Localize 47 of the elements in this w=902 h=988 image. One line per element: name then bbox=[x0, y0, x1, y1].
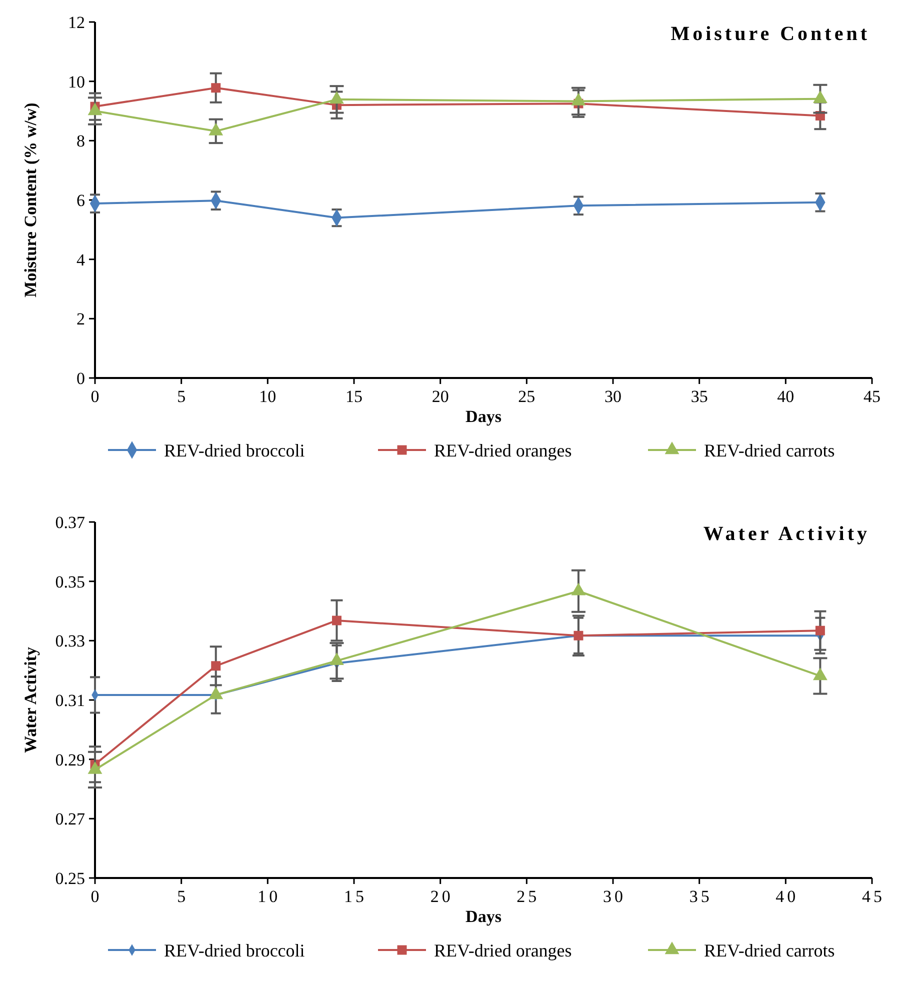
y-axis-title: Moisture Content (% w/w) bbox=[21, 102, 40, 298]
y-tick-label: 0.29 bbox=[55, 750, 85, 770]
legend-label: REV-dried carrots bbox=[704, 440, 835, 460]
chart-title: Moisture Content bbox=[670, 23, 870, 45]
legend-label: REV-dried broccoli bbox=[164, 940, 305, 960]
x-tick-label: 40 bbox=[777, 387, 794, 406]
x-axis-title: Days bbox=[466, 907, 502, 926]
legend-label: REV-dried oranges bbox=[434, 440, 572, 460]
x-tick-label: 0 bbox=[90, 387, 100, 406]
x-tick-label: 20 bbox=[432, 387, 449, 406]
y-tick-label: 6 bbox=[76, 190, 85, 210]
y-tick-label: 0.33 bbox=[55, 632, 85, 651]
x-tick-label: 20 bbox=[430, 887, 454, 906]
y-tick-label: 4 bbox=[76, 250, 86, 270]
x-tick-label: 15 bbox=[344, 887, 367, 906]
x-tick-label: 45 bbox=[864, 387, 880, 406]
x-tick-label: 30 bbox=[603, 887, 626, 906]
y-tick-label: 10 bbox=[68, 72, 85, 92]
x-tick-label: 5 bbox=[177, 387, 186, 406]
x-tick-label: 45 bbox=[862, 887, 885, 906]
legend-label: REV-dried carrots bbox=[704, 940, 835, 960]
x-tick-label: 25 bbox=[516, 887, 540, 906]
x-axis-title: Days bbox=[466, 407, 502, 426]
x-tick-label: 25 bbox=[518, 387, 536, 406]
y-tick-label: 12 bbox=[68, 12, 85, 32]
x-tick-label: 10 bbox=[258, 887, 281, 906]
x-tick-label: 35 bbox=[690, 387, 708, 406]
x-tick-label: 5 bbox=[177, 887, 189, 906]
x-tick-label: 15 bbox=[346, 387, 362, 406]
chart-title: Water Activity bbox=[703, 523, 870, 545]
x-tick-label: 35 bbox=[689, 887, 712, 906]
legend-label: REV-dried broccoli bbox=[164, 440, 305, 460]
point bbox=[211, 83, 221, 93]
y-tick-label: 8 bbox=[76, 132, 85, 151]
x-tick-label: 30 bbox=[604, 387, 622, 406]
y-tick-label: 0.27 bbox=[55, 810, 86, 829]
x-tick-label: 10 bbox=[259, 387, 276, 406]
y-tick-label: 2 bbox=[76, 310, 85, 329]
y-axis-title: Water Activity bbox=[21, 646, 40, 753]
y-tick-label: 0.25 bbox=[55, 868, 85, 888]
x-tick-label: 40 bbox=[776, 887, 799, 906]
y-tick-label: 0 bbox=[76, 368, 85, 388]
y-tick-label: 0.37 bbox=[55, 512, 86, 532]
legend-label: REV-dried oranges bbox=[434, 940, 572, 960]
x-tick-label: 0 bbox=[90, 887, 102, 906]
y-tick-label: 0.35 bbox=[55, 572, 85, 592]
y-tick-label: 0.31 bbox=[55, 690, 85, 710]
